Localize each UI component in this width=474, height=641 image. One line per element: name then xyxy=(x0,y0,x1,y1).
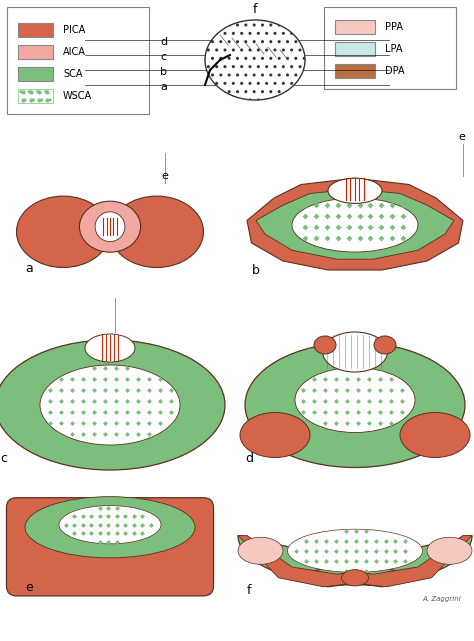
FancyBboxPatch shape xyxy=(335,42,375,56)
Polygon shape xyxy=(238,535,472,587)
Text: e: e xyxy=(161,171,168,181)
Text: b: b xyxy=(252,265,259,278)
Ellipse shape xyxy=(374,336,396,354)
Text: LPA: LPA xyxy=(385,44,402,54)
Ellipse shape xyxy=(85,334,135,362)
Ellipse shape xyxy=(322,332,388,372)
Text: PPA: PPA xyxy=(385,22,403,32)
Ellipse shape xyxy=(292,198,418,252)
Polygon shape xyxy=(247,178,463,270)
Ellipse shape xyxy=(110,196,203,267)
FancyBboxPatch shape xyxy=(18,89,53,103)
Text: DPA: DPA xyxy=(385,66,405,76)
Ellipse shape xyxy=(59,506,161,544)
Ellipse shape xyxy=(288,529,422,572)
Text: a: a xyxy=(25,262,33,275)
Ellipse shape xyxy=(314,336,336,354)
Ellipse shape xyxy=(328,178,382,203)
Ellipse shape xyxy=(17,196,110,267)
FancyBboxPatch shape xyxy=(7,7,149,114)
Ellipse shape xyxy=(25,497,195,558)
Ellipse shape xyxy=(205,20,305,100)
Ellipse shape xyxy=(400,413,470,458)
Ellipse shape xyxy=(40,365,180,445)
Polygon shape xyxy=(238,535,472,587)
Text: e: e xyxy=(458,132,465,142)
Ellipse shape xyxy=(427,537,472,564)
Ellipse shape xyxy=(295,367,415,433)
Text: d: d xyxy=(245,452,253,465)
Ellipse shape xyxy=(238,537,283,564)
Ellipse shape xyxy=(240,413,310,458)
Text: b: b xyxy=(160,67,167,77)
Text: WSCA: WSCA xyxy=(63,91,92,101)
Ellipse shape xyxy=(80,201,141,252)
FancyBboxPatch shape xyxy=(335,20,375,34)
FancyBboxPatch shape xyxy=(18,67,53,81)
FancyBboxPatch shape xyxy=(18,45,53,59)
Text: f: f xyxy=(253,3,257,16)
Text: d: d xyxy=(160,37,167,47)
Text: A. Zaggrini: A. Zaggrini xyxy=(422,596,461,602)
Text: a: a xyxy=(160,82,167,92)
FancyBboxPatch shape xyxy=(7,497,213,596)
Text: f: f xyxy=(247,584,252,597)
Ellipse shape xyxy=(245,342,465,467)
FancyBboxPatch shape xyxy=(18,23,53,37)
Ellipse shape xyxy=(95,212,125,242)
Text: c: c xyxy=(0,452,7,465)
Ellipse shape xyxy=(0,340,225,470)
Text: e: e xyxy=(25,581,33,594)
Text: AICA: AICA xyxy=(63,47,86,57)
FancyBboxPatch shape xyxy=(335,64,375,78)
Text: SCA: SCA xyxy=(63,69,82,79)
Polygon shape xyxy=(256,189,454,259)
Ellipse shape xyxy=(341,570,368,586)
Text: c: c xyxy=(160,52,166,62)
FancyBboxPatch shape xyxy=(324,7,456,89)
Text: PICA: PICA xyxy=(63,25,85,35)
